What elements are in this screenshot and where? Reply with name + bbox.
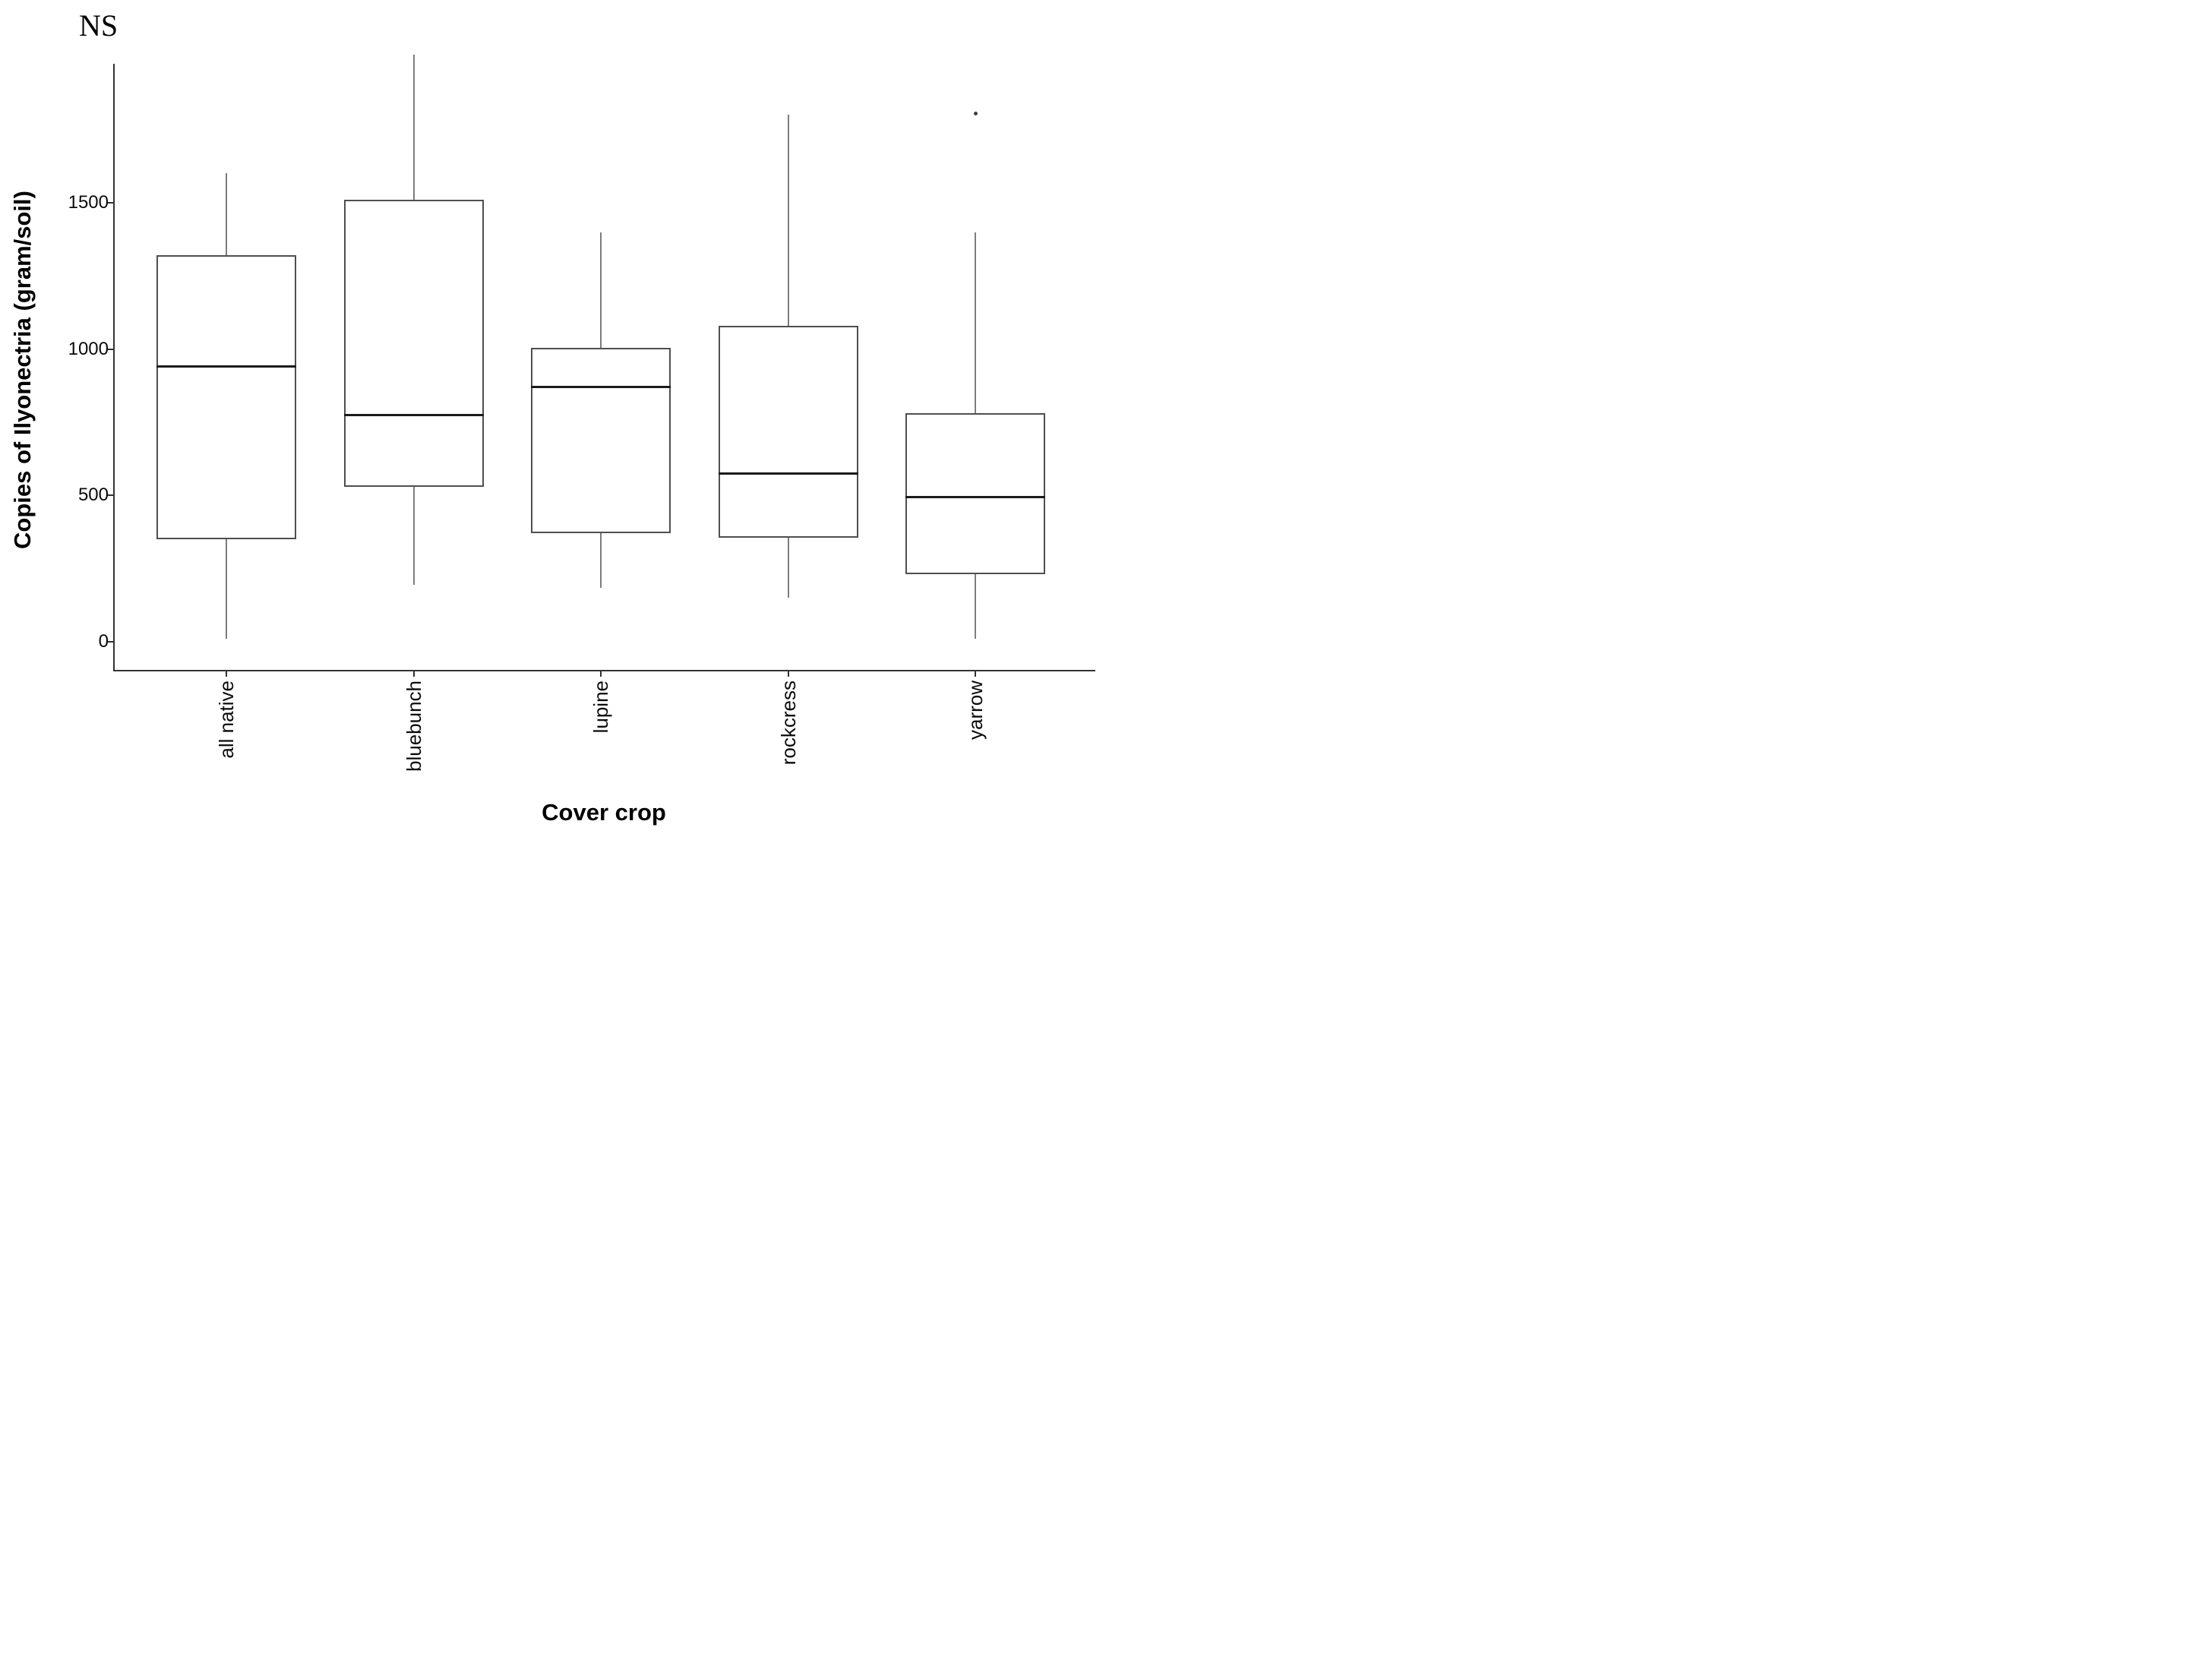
y-tick-mark <box>107 494 114 497</box>
upper-whisker <box>412 55 415 201</box>
x-category-label: all native <box>215 681 238 759</box>
upper-whisker <box>600 232 602 348</box>
boxplot-figure: NS Copies of Ilyonectria (gram/soil) Cov… <box>0 0 1099 840</box>
x-tick-mark <box>787 670 789 677</box>
outlier-point <box>973 111 978 115</box>
y-tick-mark <box>107 201 114 204</box>
y-tick-mark <box>107 348 114 350</box>
iqr-box <box>343 200 484 487</box>
x-tick-mark <box>975 670 976 677</box>
median-line <box>531 386 671 389</box>
iqr-box <box>718 325 858 538</box>
median-line <box>718 472 858 475</box>
significance-annotation: NS <box>79 8 118 43</box>
upper-whisker <box>226 173 227 256</box>
iqr-box <box>905 413 1045 575</box>
lower-whisker <box>226 539 227 639</box>
lower-whisker <box>787 538 789 598</box>
upper-whisker <box>975 232 976 414</box>
x-category-label: lupine <box>589 681 612 734</box>
upper-whisker <box>787 115 789 326</box>
median-line <box>905 495 1045 498</box>
y-tick-mark <box>107 641 114 643</box>
lower-whisker <box>975 574 976 639</box>
x-axis-title: Cover crop <box>542 799 666 826</box>
y-axis-line <box>113 64 115 671</box>
lower-whisker <box>412 486 415 585</box>
x-tick-mark <box>600 670 602 677</box>
x-category-label: bluebunch <box>402 681 425 772</box>
iqr-box <box>156 255 296 540</box>
y-tick-label: 0 <box>98 631 109 652</box>
y-tick-label: 500 <box>77 485 109 506</box>
x-tick-mark <box>412 670 415 677</box>
x-category-label: rockcress <box>776 681 800 766</box>
lower-whisker <box>600 533 602 588</box>
y-tick-label: 1500 <box>68 191 109 213</box>
x-tick-mark <box>226 670 227 677</box>
median-line <box>343 413 484 416</box>
x-category-label: yarrow <box>964 681 987 741</box>
y-tick-label: 1000 <box>68 338 109 359</box>
iqr-box <box>531 347 671 534</box>
x-axis-line <box>113 670 1095 671</box>
median-line <box>156 365 296 368</box>
